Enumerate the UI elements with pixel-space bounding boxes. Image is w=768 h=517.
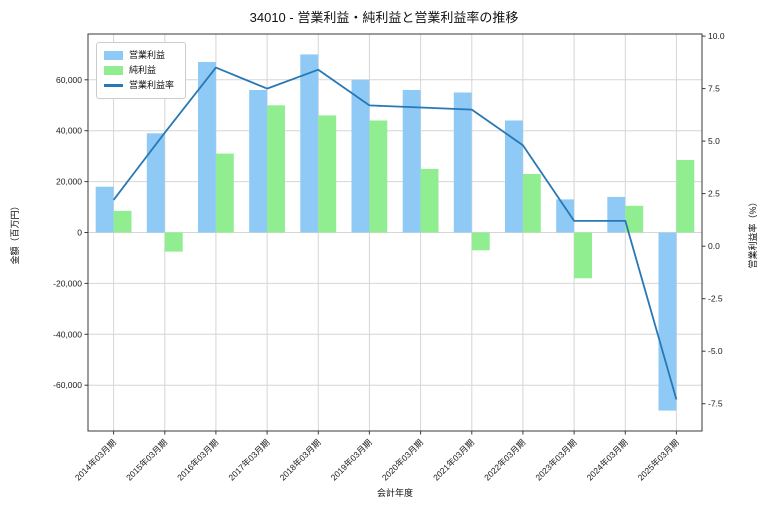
legend-label: 純利益 <box>129 65 157 75</box>
y-tick-label-right: -2.5 <box>708 294 723 304</box>
bar-営業利益 <box>556 199 575 233</box>
bar-純利益 <box>625 205 644 233</box>
bar-純利益 <box>676 160 695 233</box>
y-tick-label-left: -60,000 <box>53 380 82 390</box>
bar-営業利益 <box>402 90 421 233</box>
bar-営業利益 <box>198 62 216 233</box>
legend-item-operating-profit: 営業利益 <box>104 48 174 63</box>
y-tick-label-right: 5.0 <box>708 136 720 146</box>
y-tick-label-left: -40,000 <box>53 329 82 339</box>
bar-純利益 <box>113 210 132 233</box>
bar-純利益 <box>522 174 541 233</box>
y-tick-label-left: 20,000 <box>56 177 82 187</box>
bar-営業利益 <box>453 92 472 233</box>
y-axis-label-left: 金額（百万円） <box>10 201 20 265</box>
y-tick-label-right: 0.0 <box>708 241 720 251</box>
y-tick-label-right: 10.0 <box>708 31 725 41</box>
x-tick-label: 2023年03月期 <box>533 437 578 482</box>
y-tick-label-left: -20,000 <box>53 278 82 288</box>
x-tick-label: 2021年03月期 <box>431 437 476 482</box>
y-tick-label-right: 2.5 <box>708 189 720 199</box>
legend-item-operating-margin: 営業利益率 <box>104 78 174 93</box>
legend-label: 営業利益率 <box>129 80 175 90</box>
bar-純利益 <box>420 168 439 233</box>
x-tick-label: 2025年03月期 <box>636 437 681 482</box>
bar-純利益 <box>215 153 234 233</box>
y-tick-label-right: -7.5 <box>708 399 723 409</box>
bar-営業利益 <box>300 54 319 233</box>
bar-純利益 <box>471 232 490 251</box>
legend: 営業利益 純利益 営業利益率 <box>96 42 187 99</box>
bar-営業利益 <box>249 90 268 233</box>
x-axis-label: 会計年度 <box>376 488 413 498</box>
bar-営業利益 <box>351 79 370 233</box>
legend-label: 営業利益 <box>129 50 166 60</box>
x-tick-label: 2015年03月期 <box>124 437 169 482</box>
y-tick-label-left: 40,000 <box>56 126 82 136</box>
y-tick-label-left: 0 <box>77 228 82 238</box>
x-tick-label: 2024年03月期 <box>585 437 630 482</box>
legend-item-net-profit: 純利益 <box>104 63 174 78</box>
bar-営業利益 <box>658 232 677 411</box>
x-tick-label: 2020年03月期 <box>380 437 425 482</box>
net-profit-swatch-icon <box>104 66 123 75</box>
bar-営業利益 <box>146 133 165 233</box>
y-tick-label-right: 7.5 <box>708 84 720 94</box>
chart-title: 34010 - 営業利益・純利益と営業利益率の推移 <box>249 10 519 25</box>
x-tick-label: 2022年03月期 <box>482 437 527 482</box>
y-tick-label-left: 60,000 <box>56 75 82 85</box>
bar-営業利益 <box>505 120 523 233</box>
bar-純利益 <box>574 232 592 279</box>
x-tick-label: 2019年03月期 <box>329 437 374 482</box>
y-axis-label-right: 営業利益率（%） <box>748 197 758 269</box>
x-tick-label: 2014年03月期 <box>73 437 118 482</box>
y-tick-label-right: -5.0 <box>708 346 723 356</box>
bar-純利益 <box>318 115 337 233</box>
bar-営業利益 <box>607 196 626 233</box>
bar-純利益 <box>267 105 285 233</box>
bar-純利益 <box>164 232 183 252</box>
x-tick-label: 2018年03月期 <box>278 437 323 482</box>
line-営業利益率 <box>112 66 678 400</box>
operating-profit-swatch-icon <box>104 51 123 60</box>
operating-margin-line-swatch-icon <box>104 84 123 87</box>
x-tick-label: 2016年03月期 <box>175 437 220 482</box>
bar-純利益 <box>369 120 388 233</box>
bar-営業利益 <box>95 186 114 233</box>
x-tick-label: 2017年03月期 <box>226 437 271 482</box>
